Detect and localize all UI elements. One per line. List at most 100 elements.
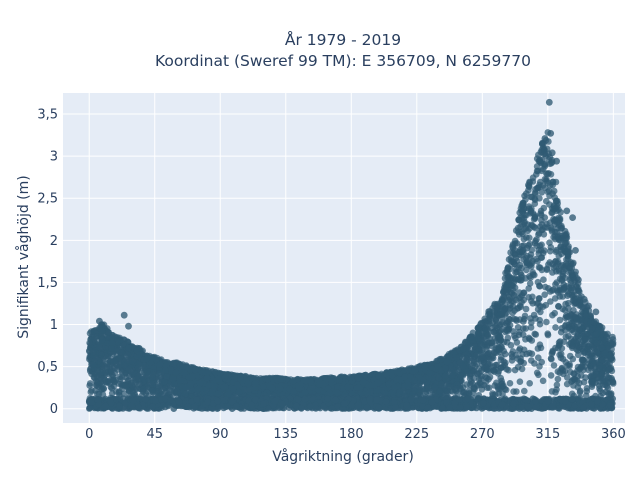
data-point — [488, 339, 496, 346]
data-point — [609, 379, 617, 386]
data-point — [549, 190, 556, 197]
data-point — [529, 257, 536, 265]
data-point — [533, 300, 541, 307]
data-point — [181, 369, 188, 377]
data-point — [526, 179, 533, 186]
data-point — [534, 258, 541, 265]
data-point — [598, 344, 605, 352]
data-point — [520, 325, 527, 332]
data-point — [485, 349, 493, 357]
data-point — [222, 372, 229, 379]
data-point — [569, 355, 577, 363]
data-point — [513, 388, 520, 395]
data-point — [139, 388, 147, 396]
data-point — [196, 379, 204, 387]
data-point — [116, 361, 123, 369]
data-point — [531, 212, 539, 219]
data-point — [177, 377, 185, 384]
data-point — [540, 204, 548, 212]
data-point — [504, 274, 511, 282]
data-point — [568, 344, 576, 352]
data-point — [529, 174, 537, 181]
data-point — [500, 347, 508, 355]
data-point — [435, 374, 443, 382]
data-point — [512, 296, 520, 304]
data-point — [563, 232, 570, 240]
data-point — [98, 336, 106, 344]
data-point — [509, 328, 517, 335]
data-point — [485, 311, 492, 318]
data-point — [570, 370, 577, 378]
data-point — [548, 355, 555, 363]
data-point — [550, 362, 558, 369]
data-point — [489, 354, 497, 362]
data-point — [544, 179, 552, 186]
data-point — [453, 354, 461, 362]
data-point — [124, 377, 131, 385]
data-point — [86, 382, 93, 389]
data-point — [582, 312, 590, 320]
data-point — [538, 211, 545, 219]
data-point — [466, 389, 473, 397]
data-point — [555, 206, 562, 213]
data-point — [561, 274, 569, 282]
data-point — [450, 366, 458, 373]
data-point — [562, 333, 570, 341]
data-point — [570, 382, 577, 389]
data-point — [525, 186, 532, 194]
data-point — [479, 353, 486, 361]
data-point — [535, 295, 543, 302]
data-point — [528, 357, 535, 364]
data-point — [552, 344, 559, 352]
data-point — [529, 269, 536, 276]
data-point — [539, 182, 547, 189]
data-point — [536, 341, 544, 349]
data-point — [582, 336, 589, 343]
data-point — [484, 332, 492, 340]
data-point — [483, 363, 490, 371]
data-point — [128, 358, 136, 365]
data-point — [609, 339, 617, 347]
data-point — [520, 235, 528, 243]
data-point — [442, 372, 449, 379]
data-point — [547, 298, 554, 305]
data-point — [523, 350, 530, 358]
data-point — [590, 345, 598, 353]
data-point — [546, 247, 554, 255]
data-point — [522, 225, 530, 232]
data-point — [553, 381, 561, 389]
data-point — [503, 290, 511, 297]
data-point — [557, 243, 565, 250]
data-point — [527, 274, 534, 282]
data-point — [582, 374, 589, 381]
data-point — [490, 307, 498, 315]
data-point — [568, 390, 576, 398]
data-point — [504, 264, 512, 271]
data-point — [496, 321, 504, 329]
data-point — [543, 318, 550, 326]
data-point — [512, 269, 519, 276]
data-point — [533, 167, 541, 175]
data-point — [446, 353, 453, 360]
data-point — [574, 333, 582, 340]
data-point — [562, 300, 569, 308]
data-point — [539, 140, 546, 147]
data-point — [516, 302, 524, 309]
data-point — [466, 375, 474, 383]
data-point — [552, 281, 559, 288]
data-point — [531, 239, 539, 247]
data-point — [423, 388, 430, 395]
data-point — [604, 379, 611, 386]
data-point — [532, 315, 539, 322]
data-point — [544, 331, 552, 339]
data-point — [96, 324, 103, 332]
data-points — [85, 98, 617, 413]
data-point — [546, 239, 553, 246]
data-point — [522, 305, 530, 313]
data-point — [468, 370, 475, 377]
data-point — [114, 338, 121, 346]
data-point — [538, 189, 546, 196]
data-point — [494, 302, 502, 309]
data-point — [482, 327, 489, 334]
